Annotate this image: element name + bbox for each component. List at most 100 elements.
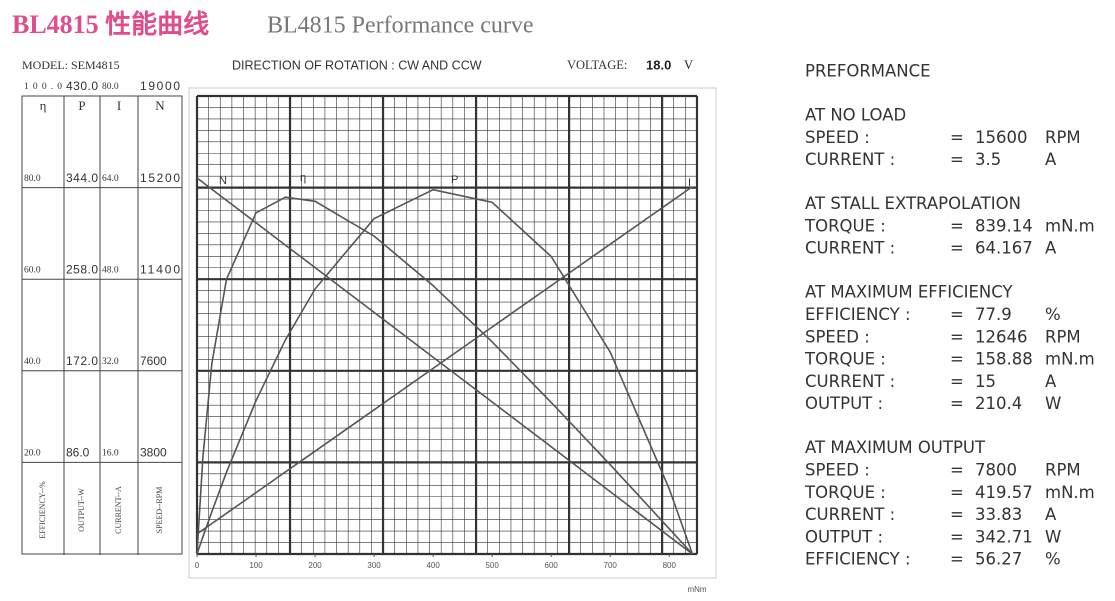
row-unit: % [1045,550,1061,569]
row-label: OUTPUT : [805,394,883,413]
row-separator: = [950,505,964,524]
model: MODEL: SEM4815 [22,58,120,72]
row-value: 158.88 [975,350,1033,369]
y-tick-label: 430.0 [66,79,98,93]
row-label: CURRENT : [805,372,895,391]
row-value: 77.9 [975,305,1012,324]
scale-header: N [155,98,165,113]
row-unit: RPM [1045,128,1081,147]
row-separator: = [950,372,964,391]
row-label: SPEED : [805,327,870,346]
row-value: 7800 [975,461,1017,480]
scale-axis-label: EFFICIENCY--% [38,481,47,539]
row-label: EFFICIENCY : [805,550,911,569]
row-unit: W [1045,527,1061,546]
curve [196,188,694,555]
row-unit: % [1045,305,1061,324]
y-tick-label: 7600 [140,354,167,368]
y-tick-label: 80.0 [24,174,41,184]
section-heading: AT MAXIMUM EFFICIENCY [805,283,1013,302]
row-unit: A [1045,239,1057,258]
row-unit: A [1045,150,1057,169]
row-separator: = [950,527,964,546]
row-label: SPEED : [805,128,870,147]
row-value: 839.14 [975,216,1033,235]
voltage: 18.0 [646,57,671,72]
row-label: SPEED : [805,461,870,480]
x-tick-label: 300 [367,561,381,570]
x-tick-label: 500 [485,561,499,570]
x-tick-label: 400 [426,561,440,570]
row-separator: = [950,239,964,258]
row-label: TORQUE : [804,350,886,369]
y-tick-label: 60.0 [24,265,41,275]
y-tick-label: 86.0 [66,446,90,460]
row-unit: A [1045,505,1057,524]
plot-frame [188,87,717,579]
section-heading: AT STALL EXTRAPOLATION [805,194,1021,213]
y-tick-label: 19000 [140,79,180,93]
x-tick-label: 800 [663,561,677,570]
row-unit: mN.m [1045,483,1095,502]
row-label: TORQUE : [804,216,886,235]
y-tick-label: 64.0 [102,174,119,184]
x-tick-label: 200 [308,561,322,570]
row-label: CURRENT : [805,505,895,524]
curve-label: I [688,177,691,189]
y-tick-label: 344.0 [66,171,98,185]
curve [196,177,693,555]
row-separator: = [950,350,964,369]
row-value: 15 [975,372,996,391]
row-separator: = [950,150,964,169]
row-unit: A [1045,372,1057,391]
row-separator: = [950,305,964,324]
x-tick-label: 0 [195,561,200,570]
y-tick-label: 16.0 [102,449,119,459]
y-tick-label: 40.0 [24,357,41,367]
voltage-unit: V [684,58,693,72]
y-tick-label: 20.0 [24,449,41,459]
curve [196,196,693,555]
y-tick-label: 48.0 [102,265,119,275]
row-value: 12646 [975,327,1028,346]
curve-label: P [451,174,458,186]
scale-header: η [40,98,47,113]
scale-axis-label: SPEED--RPM [155,487,164,534]
row-unit: mN.m [1045,216,1095,235]
x-tick-label: 100 [249,561,263,570]
row-value: 15600 [975,128,1028,147]
y-tick-label: 15200 [140,171,180,185]
row-unit: RPM [1045,327,1081,346]
row-value: 3.5 [975,150,1001,169]
row-label: TORQUE : [804,483,886,502]
row-value: 64.167 [975,239,1033,258]
section-heading: AT MAXIMUM OUTPUT [805,438,986,457]
title-en: BL4815 Performance curve [267,13,534,39]
row-separator: = [950,128,964,147]
curve [196,185,693,535]
y-tick-label: 172.0 [66,354,98,368]
curve-label: N [219,175,227,187]
row-unit: mN.m [1045,350,1095,369]
row-value: 419.57 [975,483,1033,502]
y-tick-label: 3800 [140,446,167,460]
x-tick-label: 600 [545,561,559,570]
scale-axis-label: CURRENT--A [114,486,123,534]
direction: DIRECTION OF ROTATION : CW AND CCW [232,58,482,72]
performance-title: PREFORMANCE [805,62,931,81]
row-unit: W [1045,394,1061,413]
row-label: EFFICIENCY : [805,305,911,324]
row-label: CURRENT : [805,239,895,258]
row-separator: = [950,550,964,569]
x-tick-label: 700 [604,561,618,570]
row-label: CURRENT : [805,150,895,169]
title-cn: BL4815 性能曲线 [12,9,209,39]
y-tick-label: 80.0 [102,82,119,92]
row-label: OUTPUT : [805,527,883,546]
row-separator: = [950,483,964,502]
performance-panel: PREFORMANCE AT NO LOAD SPEED : = 15600 RPM CU… [804,62,1095,569]
row-value: 210.4 [975,394,1022,413]
row-value: 33.83 [975,505,1022,524]
